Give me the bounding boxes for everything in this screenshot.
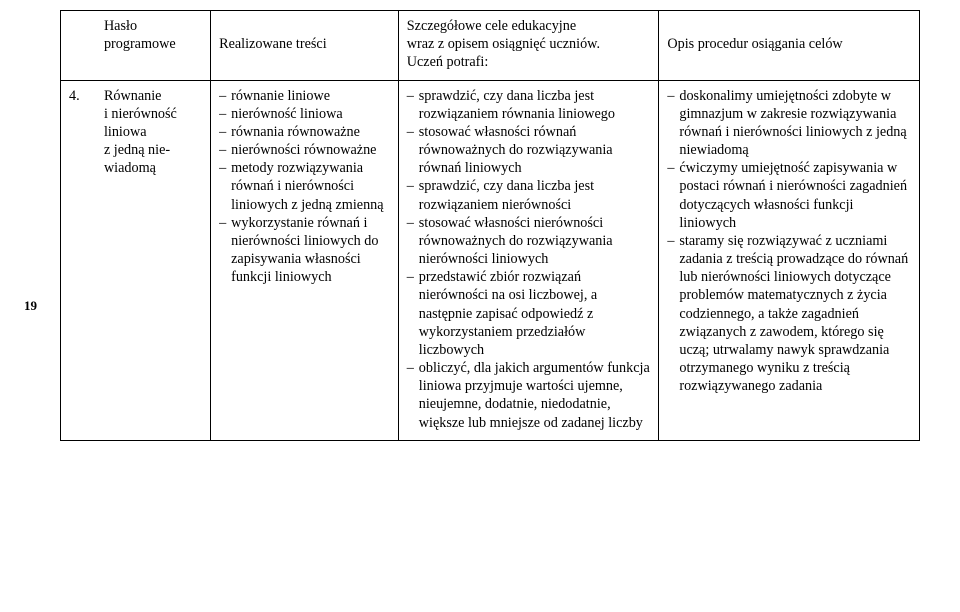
list-item: równanie liniowe [219, 87, 390, 105]
list-item: sprawdzić, czy dana liczba jest rozwiąza… [407, 177, 651, 213]
row-procedures-cell: doskonalimy umiejętności zdobyte w gimna… [659, 80, 920, 440]
row-topic-l3: liniowa [104, 124, 147, 140]
row-topic-cell: Równanie i nierówność liniowa z jedną ni… [96, 80, 211, 440]
header-topic-l1: Hasło [104, 18, 137, 34]
header-goals-l1: Szczegółowe cele edukacyjne [407, 18, 576, 34]
goals-list: sprawdzić, czy dana liczba jest rozwiąza… [407, 87, 651, 432]
header-procedures-text: Opis procedur osiągania celów [667, 36, 842, 52]
list-item: równania równoważne [219, 123, 390, 141]
list-item: staramy się rozwiązywać z uczniami zadan… [667, 232, 911, 396]
row-contents-cell: równanie liniowe nierówność liniowa równ… [211, 80, 399, 440]
row-topic-l1: Równanie [104, 88, 162, 104]
list-item: stosować własności nierówności równoważn… [407, 214, 651, 269]
row-topic-l2: i nierówność [104, 106, 177, 122]
header-contents: Realizowane treści [211, 11, 399, 81]
list-item: wykorzystanie równań i nierówności linio… [219, 214, 390, 287]
row-goals-cell: sprawdzić, czy dana liczba jest rozwiąza… [398, 80, 659, 440]
list-item: doskonalimy umiejętności zdobyte w gimna… [667, 87, 911, 160]
header-goals-l3: Uczeń potrafi: [407, 54, 489, 70]
row-topic-l5: wiadomą [104, 160, 156, 176]
list-item: nierówności równoważne [219, 141, 390, 159]
header-goals: Szczegółowe cele edukacyjne wraz z opise… [398, 11, 659, 81]
list-item: przedstawić zbiór rozwiązań nierówności … [407, 268, 651, 359]
list-item: nierówność liniowa [219, 105, 390, 123]
list-item: metody rozwiązywania równań i nierównośc… [219, 159, 390, 214]
contents-list: równanie liniowe nierówność liniowa równ… [219, 87, 390, 287]
list-item: sprawdzić, czy dana liczba jest rozwiąza… [407, 87, 651, 123]
table-row: 4. Równanie i nierówność liniowa z jedną… [61, 80, 920, 440]
procedures-list: doskonalimy umiejętności zdobyte w gimna… [667, 87, 911, 396]
list-item: obliczyć, dla jakich argumentów funkcja … [407, 359, 651, 432]
header-topic: Hasło programowe [96, 11, 211, 81]
list-item: stosować własności równań równoważnych d… [407, 123, 651, 178]
row-number: 4. [69, 88, 80, 104]
header-topic-num [61, 11, 96, 81]
page-root: 19 Hasło programowe Realizowane treści S… [0, 0, 960, 612]
table-header-row: Hasło programowe Realizowane treści Szcz… [61, 11, 920, 81]
curriculum-table: Hasło programowe Realizowane treści Szcz… [60, 10, 920, 441]
page-number: 19 [24, 298, 37, 314]
header-contents-text: Realizowane treści [219, 36, 327, 52]
header-goals-l2: wraz z opisem osiągnięć uczniów. [407, 36, 600, 52]
header-topic-l2: programowe [104, 36, 176, 52]
row-number-cell: 4. [61, 80, 96, 440]
list-item: ćwiczymy umiejętność zapisywania w posta… [667, 159, 911, 232]
row-topic-l4: z jedną nie- [104, 142, 170, 158]
header-procedures: Opis procedur osiągania celów [659, 11, 920, 81]
